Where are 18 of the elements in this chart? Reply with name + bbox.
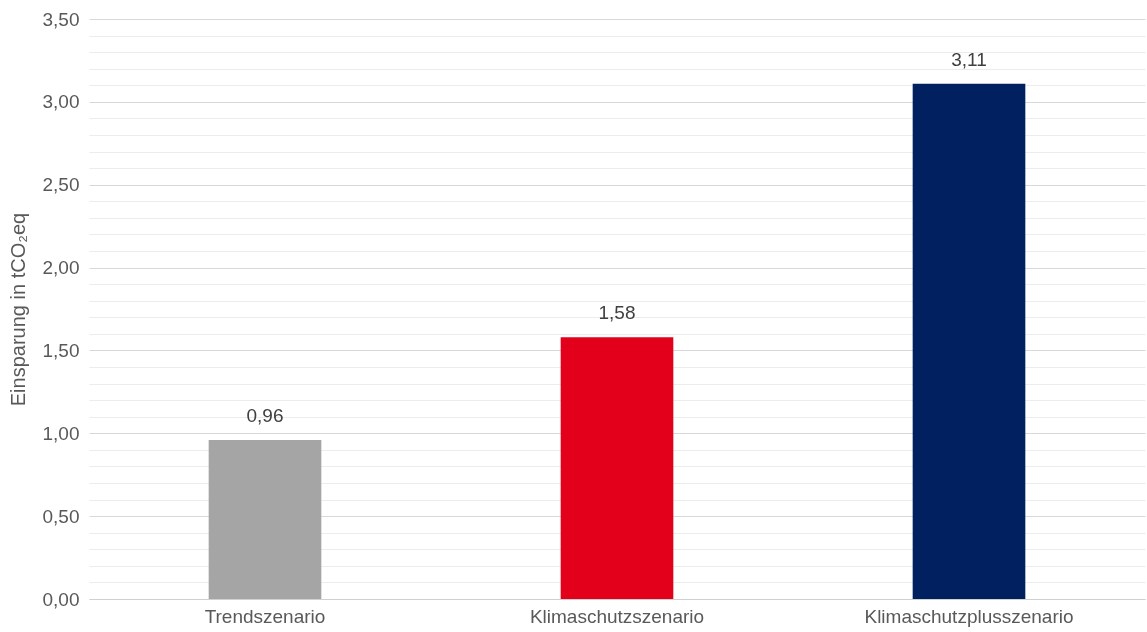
y-tick-label: 3,50	[42, 8, 80, 30]
data-label: 1,58	[598, 302, 636, 324]
y-tick-label: 0,50	[42, 505, 80, 527]
y-tick-label: 2,50	[42, 174, 80, 196]
y-tick-label: 3,00	[42, 91, 80, 113]
x-tick-label: Klimaschutzplusszenario	[864, 605, 1074, 627]
y-axis-title: Einsparung in tCO₂eq	[6, 212, 29, 407]
data-label: 0,96	[246, 404, 284, 426]
bar	[208, 439, 322, 599]
y-tick-label: 1,00	[42, 422, 80, 444]
bar	[560, 337, 674, 599]
x-tick-label: Trendszenario	[204, 605, 326, 627]
y-tick-label: 1,50	[42, 339, 80, 361]
bar	[912, 83, 1026, 599]
y-tick-label: 2,00	[42, 257, 80, 279]
x-tick-label: Klimaschutzszenario	[529, 605, 705, 627]
data-label: 3,11	[951, 48, 987, 70]
y-tick-label: 0,00	[42, 588, 80, 610]
